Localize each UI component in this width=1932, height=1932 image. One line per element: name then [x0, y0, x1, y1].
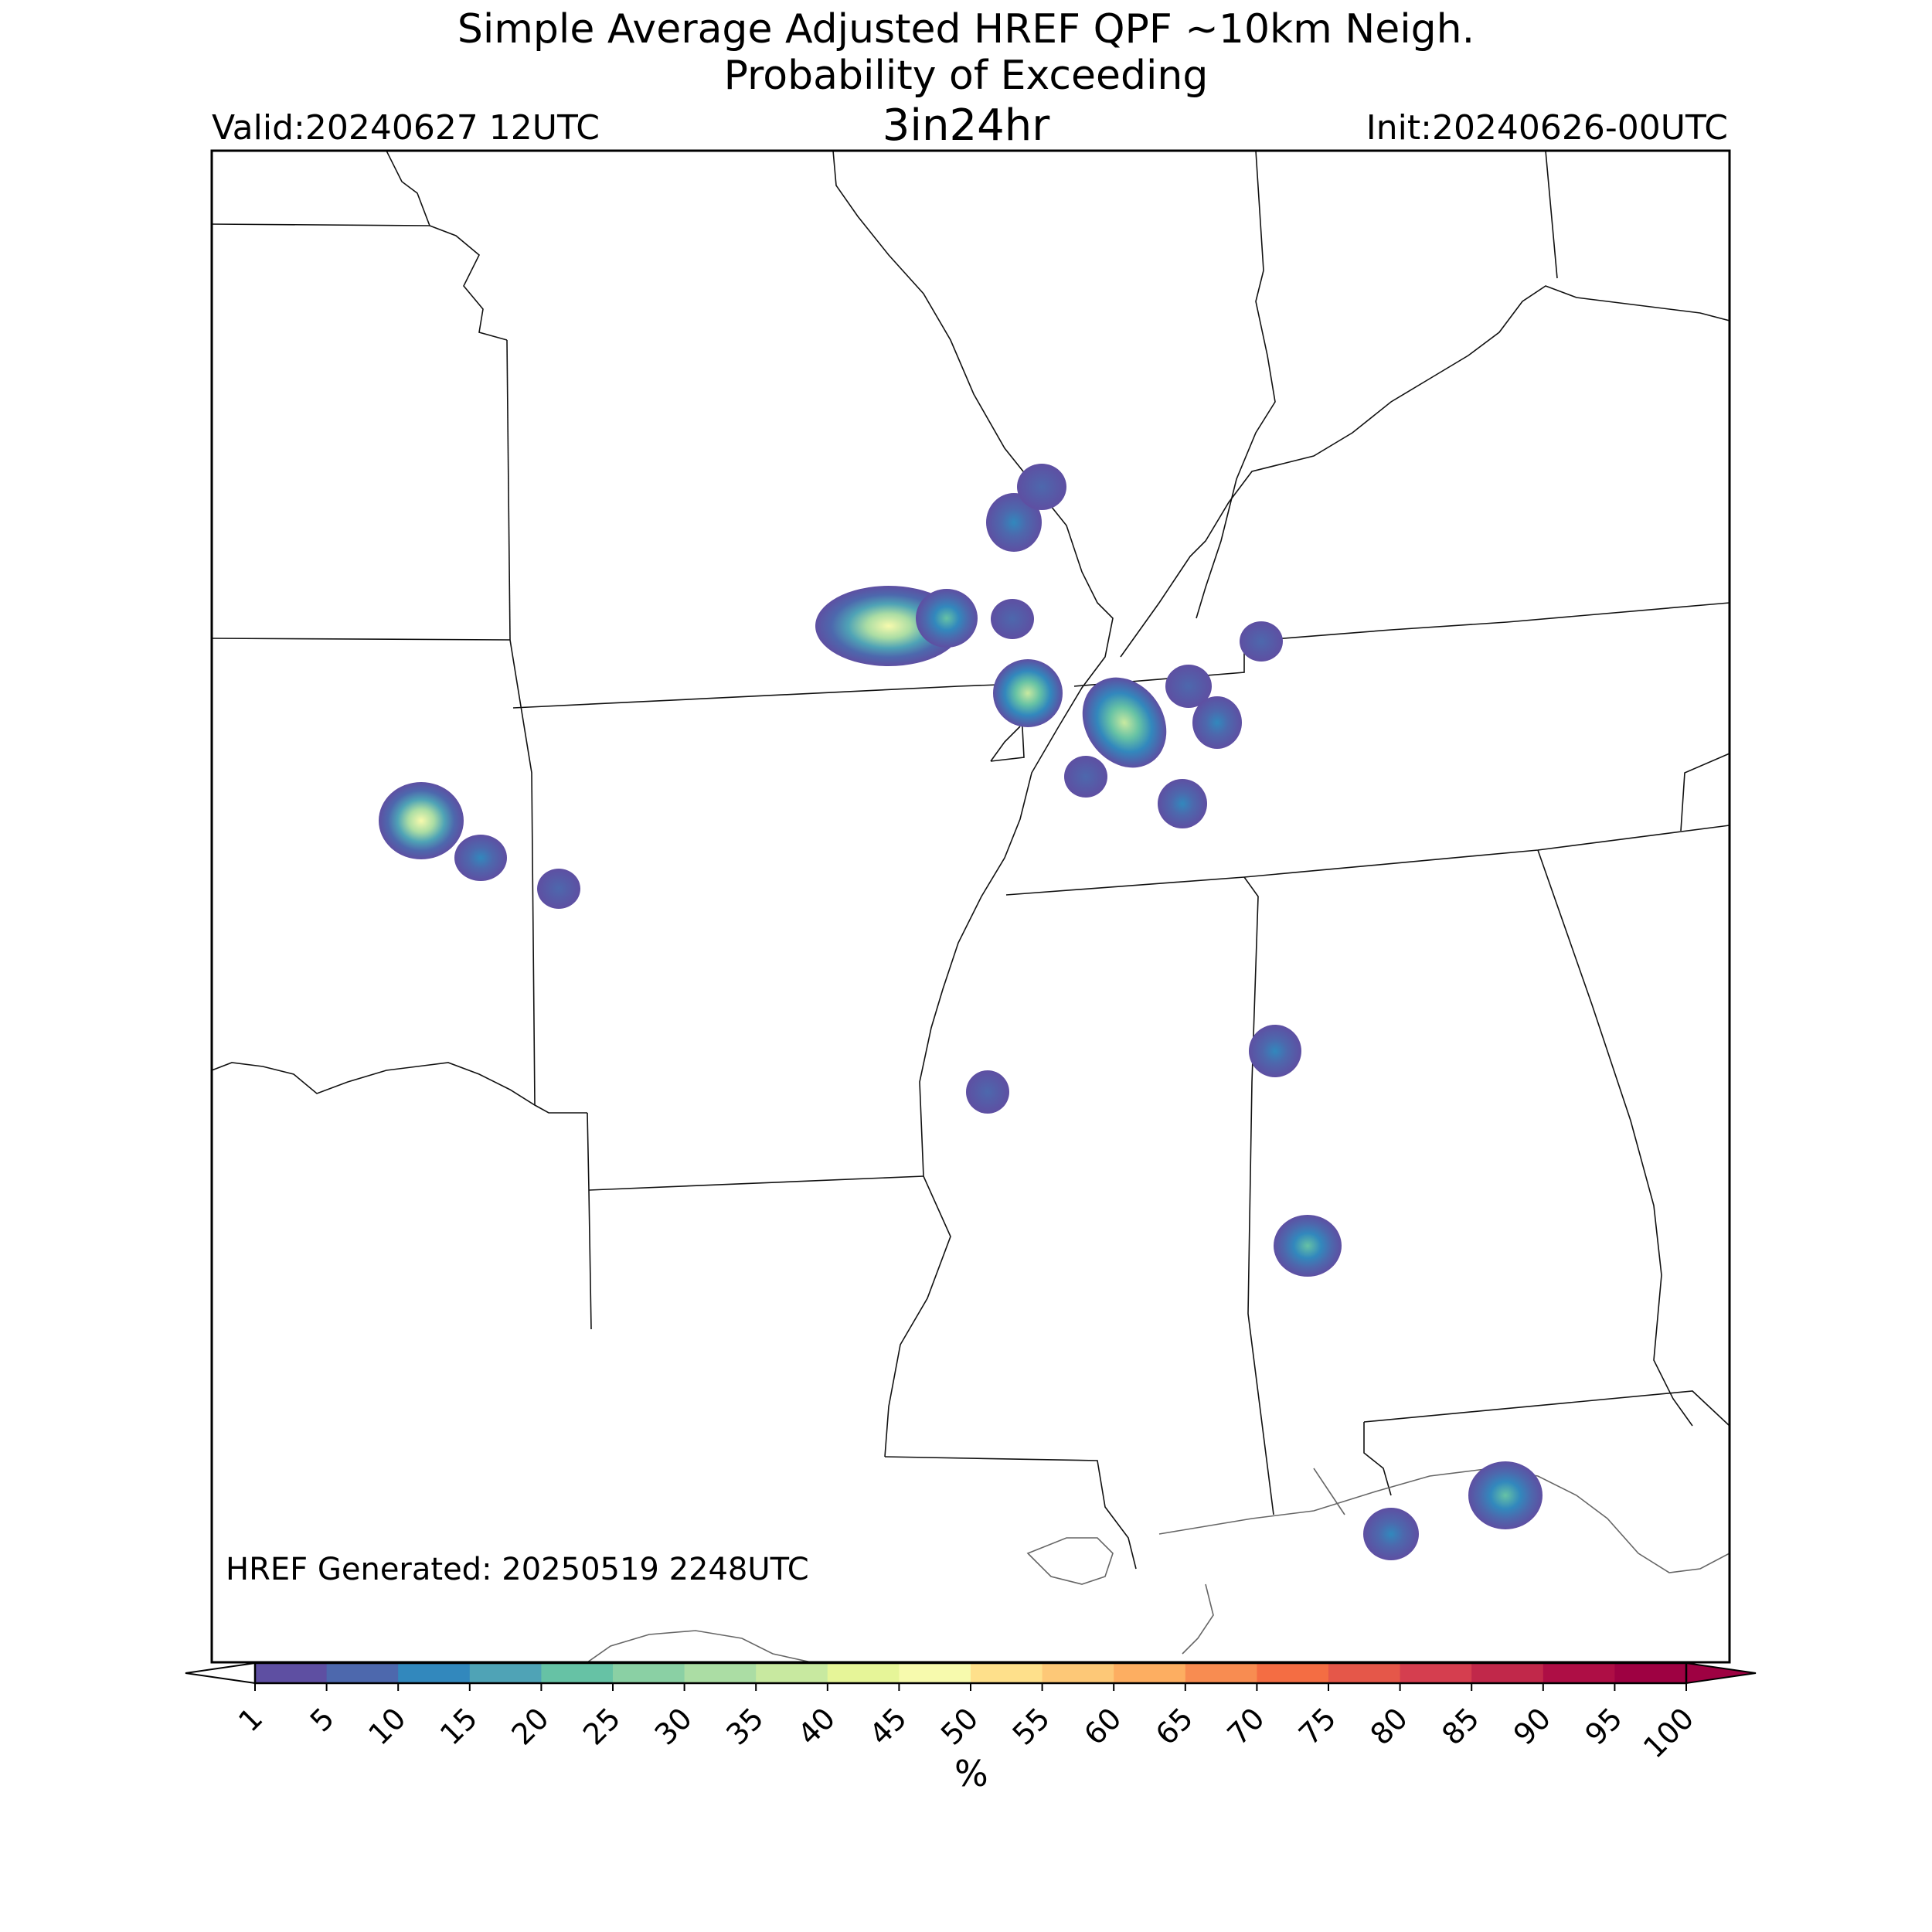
colorbar-over-arrow [1685, 1662, 1757, 1685]
colorbar-bin [1471, 1663, 1544, 1683]
prob-blob [1064, 756, 1107, 798]
prob-blob [916, 589, 978, 648]
colorbar-bin [1114, 1663, 1186, 1683]
colorbar-bin [971, 1663, 1043, 1683]
valid-time-label: Valid:20240627 12UTC [212, 108, 600, 148]
colorbar: 1 5 10 15 20 25 30 35 40 45 50 55 60 65 70 75 80 85 90 95 10… [185, 1662, 1757, 1765]
colorbar-bin [1400, 1663, 1472, 1683]
prob-blob [1240, 621, 1283, 662]
colorbar-bin [827, 1663, 900, 1683]
map-frame [210, 149, 1731, 1664]
prob-blob [1468, 1461, 1543, 1529]
colorbar-under-arrow [185, 1662, 256, 1685]
colorbar-bin [398, 1663, 471, 1683]
colorbar-tick-label: 70 [1220, 1701, 1270, 1751]
map-title-line1: Simple Average Adjusted HREF QPF ~10km N… [457, 6, 1475, 53]
prob-blob [1363, 1508, 1419, 1560]
colorbar-tick-label: 45 [862, 1701, 913, 1751]
colorbar-tick-label: 5 [304, 1701, 341, 1738]
prob-blob [986, 493, 1042, 552]
colorbar-tick-label: 25 [577, 1701, 627, 1751]
colorbar-tick-label: 95 [1578, 1701, 1628, 1751]
colorbar-tick-label: 10 [362, 1701, 412, 1751]
prob-blob [1165, 665, 1212, 708]
colorbar-bin [326, 1663, 399, 1683]
map-area [212, 151, 1730, 1662]
colorbar-tick-label: 20 [505, 1701, 555, 1751]
prob-blob [993, 659, 1063, 727]
colorbar-tick-label: 90 [1507, 1701, 1557, 1751]
prob-blob [991, 599, 1034, 639]
prob-blob [1274, 1215, 1342, 1277]
colorbar-bin [899, 1663, 971, 1683]
colorbar-tick-label: 1 [232, 1701, 269, 1738]
colorbar-bin [1614, 1663, 1687, 1683]
colorbar-tick-label: 65 [1149, 1701, 1199, 1751]
colorbar-tick-label: 60 [1077, 1701, 1128, 1751]
generated-timestamp: HREF Generated: 20250519 2248UTC [226, 1552, 809, 1587]
colorbar-bin [1328, 1663, 1401, 1683]
colorbar-tick-label: 35 [719, 1701, 770, 1751]
colorbar-bin [255, 1663, 328, 1683]
prob-blob [966, 1070, 1009, 1114]
colorbar-bin [613, 1663, 685, 1683]
colorbar-tick-label: 55 [1006, 1701, 1056, 1751]
prob-blob [1017, 464, 1066, 510]
colorbar-bin [1543, 1663, 1615, 1683]
colorbar-bin [756, 1663, 828, 1683]
init-time-label: Init:20240626-00UTC [1366, 108, 1728, 148]
colorbar-tick-label: 15 [434, 1701, 484, 1751]
colorbar-bin [1042, 1663, 1114, 1683]
colorbar-tick-label: 85 [1435, 1701, 1485, 1751]
colorbar-bin [1185, 1663, 1257, 1683]
probability-field [379, 464, 1543, 1560]
prob-blob [1249, 1025, 1301, 1077]
colorbar-tick-label: 40 [791, 1701, 842, 1751]
prob-blob [537, 869, 580, 909]
prob-blob [454, 835, 507, 881]
prob-blob [1192, 696, 1242, 749]
colorbar-tick-label: 80 [1364, 1701, 1414, 1751]
prob-blob [379, 782, 464, 859]
colorbar-bin [1257, 1663, 1329, 1683]
colorbar-bin [469, 1663, 542, 1683]
state-borders [212, 151, 1730, 1570]
prob-blob [1082, 677, 1167, 768]
prob-blob [1158, 779, 1207, 828]
map-title-line2: Probability of Exceeding [723, 53, 1209, 99]
colorbar-tick-label: 100 [1637, 1701, 1700, 1764]
colorbar-tick-label: 75 [1292, 1701, 1342, 1751]
colorbar-bin [684, 1663, 757, 1683]
colorbar-tick-label: 50 [934, 1701, 985, 1751]
colorbar-bin [541, 1663, 614, 1683]
colorbar-unit-label: % [954, 1753, 988, 1794]
colorbar-tick-label: 30 [648, 1701, 699, 1751]
map-title-threshold: 3in24hr [882, 100, 1050, 151]
